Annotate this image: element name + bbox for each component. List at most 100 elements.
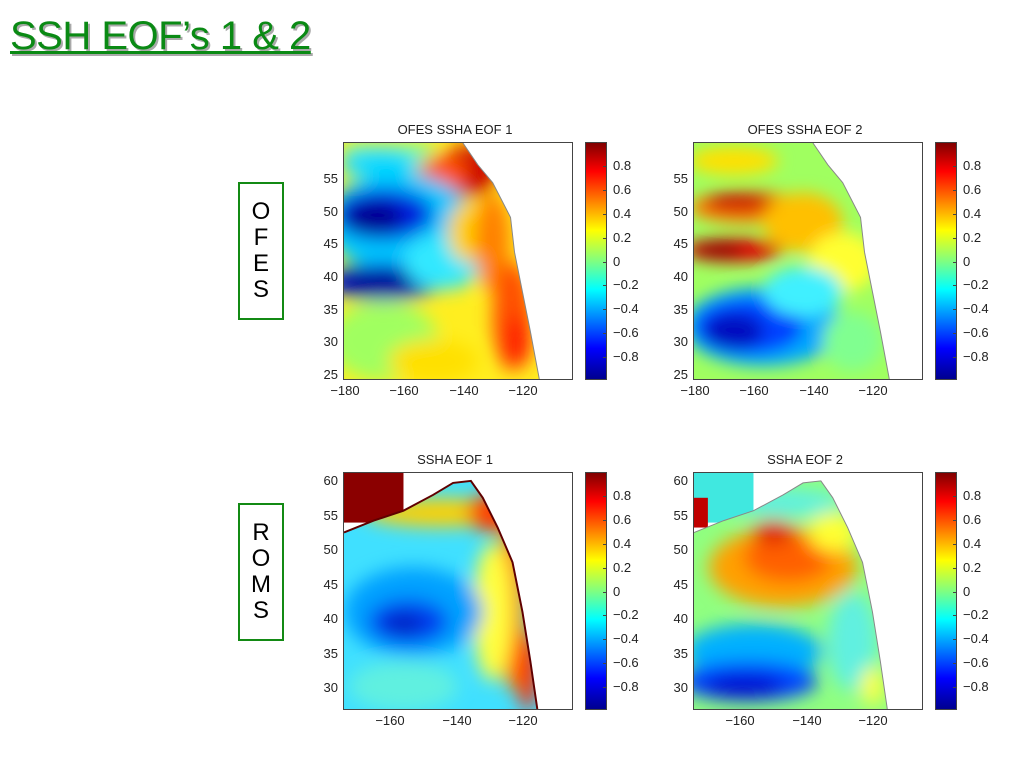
y-tick-label: 55 — [673, 508, 688, 523]
x-tick-label: −160 — [389, 383, 419, 398]
colorbar-tick-mark — [953, 309, 957, 310]
y-tick-label: 35 — [323, 302, 338, 317]
x-tick-label: −120 — [508, 713, 538, 728]
colorbar-tick-mark — [603, 544, 607, 545]
x-tick-label: −160 — [725, 713, 755, 728]
colorbar-tick-mark — [953, 496, 957, 497]
y-tick-label: 30 — [673, 334, 688, 349]
y-tick-label: 45 — [673, 577, 688, 592]
y-tick-label: 55 — [323, 508, 338, 523]
colorbar-tick-label: 0.2 — [613, 230, 632, 245]
colorbar-tick-mark — [953, 357, 957, 358]
slide-title: SSH EOF’s 1 & 2 — [10, 14, 311, 58]
colorbar-tick-mark — [953, 262, 957, 263]
colorbar-tick-label: 0.8 — [963, 488, 982, 503]
eof-map — [343, 472, 573, 710]
y-tick-label: 30 — [323, 680, 338, 695]
colorbar-tick-label: −0.4 — [613, 631, 639, 646]
x-tick-label: −160 — [375, 713, 405, 728]
y-tick-label: 35 — [673, 646, 688, 661]
colorbar-tick-mark — [603, 333, 607, 334]
y-tick-label: 30 — [673, 680, 688, 695]
colorbar-tick-mark — [603, 238, 607, 239]
colorbar-tick-label: 0.8 — [963, 158, 982, 173]
x-tick-label: −120 — [858, 713, 888, 728]
x-tick-label: −140 — [442, 713, 472, 728]
row-label-letter: O — [251, 198, 271, 225]
colorbar-tick-mark — [953, 238, 957, 239]
colorbar-tick-mark — [603, 568, 607, 569]
row-label-letter: O — [251, 545, 271, 572]
colorbar-tick-mark — [953, 166, 957, 167]
x-tick-label: −180 — [330, 383, 360, 398]
row-label-letter: M — [251, 571, 271, 598]
colorbar-tick-label: 0 — [613, 254, 621, 269]
colorbar-tick-label: 0.6 — [613, 512, 632, 527]
colorbar-tick-label: −0.2 — [963, 607, 989, 622]
colorbar-tick-mark — [603, 663, 607, 664]
y-tick-label: 50 — [673, 204, 688, 219]
x-tick-label: −120 — [508, 383, 538, 398]
row-label-ofes-text: O F E S — [252, 199, 271, 303]
eof-map-image — [694, 143, 890, 379]
y-tick-label: 40 — [673, 611, 688, 626]
x-tick-label: −140 — [799, 383, 829, 398]
colorbar-tick-label: 0.8 — [613, 158, 632, 173]
y-tick-label: 40 — [323, 611, 338, 626]
colorbar-tick-label: −0.6 — [963, 325, 989, 340]
y-tick-label: 45 — [323, 236, 338, 251]
y-tick-label: 55 — [323, 171, 338, 186]
y-tick-label: 45 — [673, 236, 688, 251]
colorbar-tick-mark — [953, 333, 957, 334]
colorbar-tick-label: 0.4 — [613, 206, 632, 221]
panel-ofes-eof2: OFES SSHA EOF 2 — [650, 122, 989, 412]
y-tick-label: 45 — [323, 577, 338, 592]
row-label-letter: S — [252, 276, 269, 303]
colorbar-tick-mark — [603, 520, 607, 521]
colorbar-tick-mark — [603, 687, 607, 688]
y-tick-label: 40 — [323, 269, 338, 284]
colorbar-tick-mark — [953, 190, 957, 191]
colorbar-tick-mark — [603, 357, 607, 358]
colorbar-tick-label: −0.6 — [613, 655, 639, 670]
panel-title: SSHA EOF 2 — [767, 452, 843, 467]
colorbar-tick-label: 0.6 — [613, 182, 632, 197]
colorbar-tick-mark — [953, 568, 957, 569]
colorbar-tick-mark — [603, 639, 607, 640]
y-tick-label: 25 — [673, 367, 688, 382]
colorbar-tick-label: −0.2 — [613, 277, 639, 292]
y-tick-label: 50 — [323, 542, 338, 557]
x-tick-label: −140 — [449, 383, 479, 398]
eof-map — [693, 472, 923, 710]
row-label-roms: R O M S — [238, 503, 284, 641]
row-label-roms-text: R O M S — [251, 520, 271, 624]
colorbar-tick-mark — [953, 615, 957, 616]
panel-title: SSHA EOF 1 — [417, 452, 493, 467]
colorbar-tick-label: −0.2 — [613, 607, 639, 622]
y-tick-label: 50 — [323, 204, 338, 219]
colorbar-tick-label: 0.6 — [963, 512, 982, 527]
colorbar-tick-mark — [953, 214, 957, 215]
colorbar-tick-mark — [603, 285, 607, 286]
row-label-letter: F — [253, 224, 269, 251]
y-tick-label: 35 — [323, 646, 338, 661]
colorbar-tick-label: 0.8 — [613, 488, 632, 503]
colorbar-tick-label: 0.6 — [963, 182, 982, 197]
eof-map — [343, 142, 573, 380]
x-tick-label: −140 — [792, 713, 822, 728]
panel-title: OFES SSHA EOF 2 — [747, 122, 863, 137]
colorbar-tick-mark — [953, 544, 957, 545]
panel-ofes-eof1: OFES SSHA EOF 1 — [300, 122, 639, 412]
x-tick-label: −160 — [739, 383, 769, 398]
colorbar-tick-mark — [603, 166, 607, 167]
row-label-letter: E — [252, 250, 269, 277]
colorbar-tick-label: 0.4 — [613, 536, 632, 551]
x-tick-label: −180 — [680, 383, 710, 398]
colorbar-tick-label: −0.4 — [963, 631, 989, 646]
y-tick-label: 35 — [673, 302, 688, 317]
colorbar-tick-label: −0.2 — [963, 277, 989, 292]
colorbar-tick-label: 0.2 — [963, 560, 982, 575]
panel-roms-eof1: SSHA EOF 1 — [300, 452, 639, 742]
colorbar — [935, 472, 957, 710]
eof-map-image — [344, 473, 539, 709]
